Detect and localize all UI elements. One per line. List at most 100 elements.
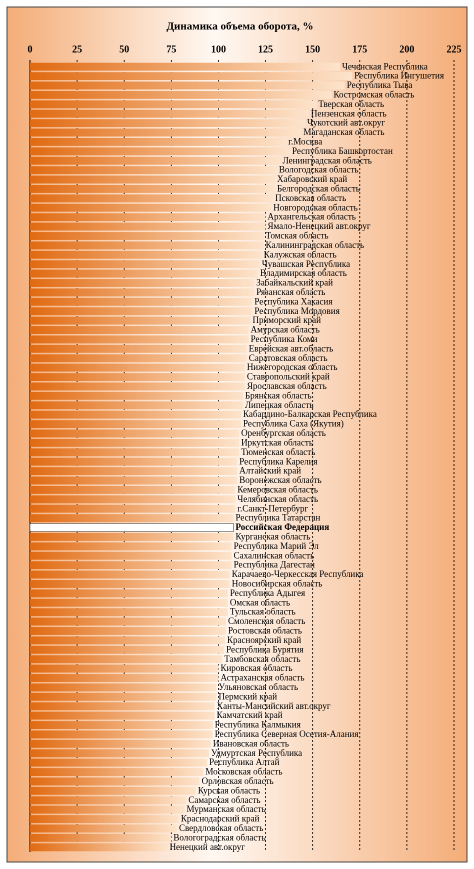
- bar: [30, 222, 266, 231]
- bar-label: Республика Ингушетия: [354, 71, 444, 81]
- bar-label: Ханты-Мансийский авт.округ: [217, 701, 331, 711]
- bar-label: Тверская область: [318, 99, 384, 109]
- bar: [30, 354, 247, 363]
- bar: [30, 768, 204, 777]
- bar-label: Смоленская область: [228, 616, 305, 626]
- bar-label: Карачаево-Черкесская Республика: [232, 569, 364, 579]
- bar: [30, 495, 236, 504]
- bar-label: Омская область: [230, 597, 290, 607]
- bar-label: Республика Карелия: [239, 456, 317, 466]
- bar: [30, 467, 238, 476]
- bar: [30, 166, 277, 175]
- bar: [30, 739, 211, 748]
- bar-label: Красноярский край: [227, 635, 301, 645]
- bar-label: Ульяновская область: [219, 682, 299, 692]
- bar: [30, 580, 230, 588]
- bar-label: Чеченская Республика: [342, 61, 428, 71]
- x-tick-label: 75: [166, 44, 176, 55]
- bar-label: Саратовская область: [249, 353, 328, 363]
- bar-label: Забайкальский край: [256, 278, 333, 288]
- bar-label: Калининградская область: [266, 240, 364, 250]
- bar: [30, 448, 240, 457]
- bar: [30, 363, 245, 372]
- bar-label: Чувашская Республика: [262, 259, 350, 269]
- bar: [30, 232, 264, 240]
- bar-label: Алтайский край: [239, 466, 301, 476]
- bar: [30, 307, 253, 316]
- bar-label: Кировская область: [220, 663, 292, 673]
- bar: [30, 636, 226, 645]
- bar: [30, 62, 340, 71]
- bar-label: Республика Мордовия: [254, 306, 339, 316]
- bar-label: Свердловская область: [179, 823, 263, 833]
- bar-label: Самарская область: [188, 795, 260, 805]
- bar-label: г.Москва: [288, 137, 322, 147]
- bar: [30, 824, 177, 833]
- bar: [30, 203, 272, 212]
- bar: [30, 297, 253, 306]
- bar: [30, 438, 240, 447]
- bar: [30, 90, 332, 99]
- bar-label: Ивановская область: [213, 738, 289, 748]
- bar-label: Нижегородская область: [247, 362, 338, 372]
- bar: [30, 683, 217, 692]
- bar-label: Рязанская область: [256, 287, 325, 297]
- bar-label: Республика Алтай: [209, 757, 279, 767]
- x-tick-label: 50: [119, 44, 129, 55]
- bar: [30, 382, 245, 391]
- bar-label: Псковская область: [275, 193, 346, 203]
- bar-label: Республика Дагестан: [234, 560, 315, 570]
- bar: [30, 608, 228, 617]
- bar: [30, 532, 234, 541]
- bar: [30, 156, 281, 165]
- bar: [30, 100, 317, 109]
- bar: [30, 250, 262, 259]
- bar-label: Оренбургская область: [241, 428, 326, 438]
- bar: [30, 815, 179, 824]
- bar-label: Пензенская область: [311, 108, 387, 118]
- bar-label: Удмуртская Республика: [211, 748, 302, 758]
- bar: [30, 326, 249, 334]
- bar-label: Брянская область: [245, 390, 312, 400]
- bar-label: Ростовская область: [228, 626, 302, 636]
- bar-label: Калужская область: [264, 249, 337, 259]
- bar: [30, 147, 291, 156]
- bar-label: Республика Татарстан: [236, 513, 321, 523]
- bar-label: Республика Башкортостан: [292, 146, 393, 156]
- bar: [30, 457, 238, 466]
- bar-label: Сахалинская область: [234, 550, 315, 560]
- bar: [30, 758, 208, 767]
- bar-label: Республика Бурятия: [226, 644, 303, 654]
- bar-label: Республика Саха (Якутия): [243, 419, 344, 429]
- bar-label: Астраханская область: [220, 673, 304, 683]
- bar: [30, 561, 232, 570]
- x-tick-label: 25: [72, 44, 82, 55]
- bar: [30, 514, 234, 523]
- bar: [30, 674, 219, 682]
- bar: [30, 504, 236, 513]
- bar-label: Республика Северная Осетия-Алания: [215, 729, 359, 739]
- bar: [30, 137, 287, 146]
- bar-label: Челябинская область: [237, 494, 318, 504]
- bar-label: Магаданская область: [303, 127, 384, 137]
- x-tick-label: 100: [211, 44, 226, 55]
- bar: [30, 805, 185, 814]
- bar-label: Чукотский авт.округ: [307, 118, 385, 128]
- bar: [30, 645, 225, 654]
- bar-label: Тульская область: [230, 607, 296, 617]
- bar: [30, 542, 232, 551]
- bar-label: Вологоградская область: [173, 832, 265, 842]
- bar: [30, 81, 345, 90]
- bar-label: Республика Коми: [251, 334, 318, 344]
- bar: [29, 523, 234, 532]
- bar: [30, 72, 353, 81]
- bar-label: Орловская область: [202, 776, 274, 786]
- chart-title: Динамика объема оборота, %: [166, 21, 313, 33]
- bar-label: Белгородская область: [277, 184, 360, 194]
- bar: [30, 796, 187, 805]
- bar: [30, 702, 215, 711]
- bar-label: Новгородская область: [273, 202, 358, 212]
- bar-label: Пермский край: [219, 691, 278, 701]
- x-tick-label: 150: [305, 44, 320, 55]
